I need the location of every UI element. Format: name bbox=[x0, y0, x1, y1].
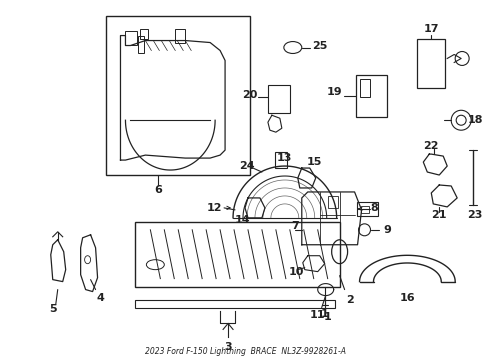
Text: 21: 21 bbox=[432, 210, 447, 220]
Text: 2023 Ford F-150 Lightning  BRACE  NL3Z-9928261-A: 2023 Ford F-150 Lightning BRACE NL3Z-992… bbox=[145, 347, 345, 356]
Text: 17: 17 bbox=[423, 24, 439, 33]
Bar bbox=[141, 28, 148, 39]
Bar bbox=[138, 36, 145, 54]
Text: 15: 15 bbox=[307, 157, 322, 167]
Bar bbox=[417, 39, 445, 88]
Text: 13: 13 bbox=[277, 153, 293, 163]
Bar bbox=[135, 222, 340, 287]
Text: 25: 25 bbox=[312, 41, 327, 50]
Text: 22: 22 bbox=[423, 141, 439, 151]
Bar bbox=[105, 15, 250, 175]
Text: 19: 19 bbox=[327, 87, 343, 97]
Bar bbox=[360, 80, 369, 97]
Text: 6: 6 bbox=[154, 185, 162, 195]
Bar bbox=[125, 31, 137, 45]
Bar bbox=[357, 202, 378, 216]
Text: 3: 3 bbox=[224, 342, 232, 352]
Text: 8: 8 bbox=[370, 203, 378, 213]
Bar bbox=[328, 196, 338, 208]
Bar bbox=[361, 206, 368, 213]
Text: 14: 14 bbox=[234, 215, 250, 225]
Text: 9: 9 bbox=[384, 225, 392, 235]
Text: 5: 5 bbox=[49, 305, 56, 315]
Bar bbox=[275, 152, 287, 168]
Text: 4: 4 bbox=[97, 293, 104, 302]
Text: 10: 10 bbox=[289, 267, 304, 276]
Text: 11: 11 bbox=[310, 310, 325, 320]
Text: 2: 2 bbox=[346, 294, 353, 305]
Text: 18: 18 bbox=[467, 115, 483, 125]
Text: 7: 7 bbox=[291, 221, 299, 231]
Text: 12: 12 bbox=[206, 203, 222, 213]
Text: 23: 23 bbox=[467, 210, 483, 220]
Text: 20: 20 bbox=[242, 90, 258, 100]
Bar bbox=[268, 85, 290, 113]
Bar bbox=[175, 28, 185, 42]
Text: 1: 1 bbox=[321, 310, 329, 319]
Bar bbox=[135, 300, 335, 307]
Text: 1: 1 bbox=[324, 312, 332, 323]
Text: 24: 24 bbox=[239, 161, 255, 171]
Bar bbox=[356, 75, 388, 117]
Text: 16: 16 bbox=[399, 293, 415, 302]
